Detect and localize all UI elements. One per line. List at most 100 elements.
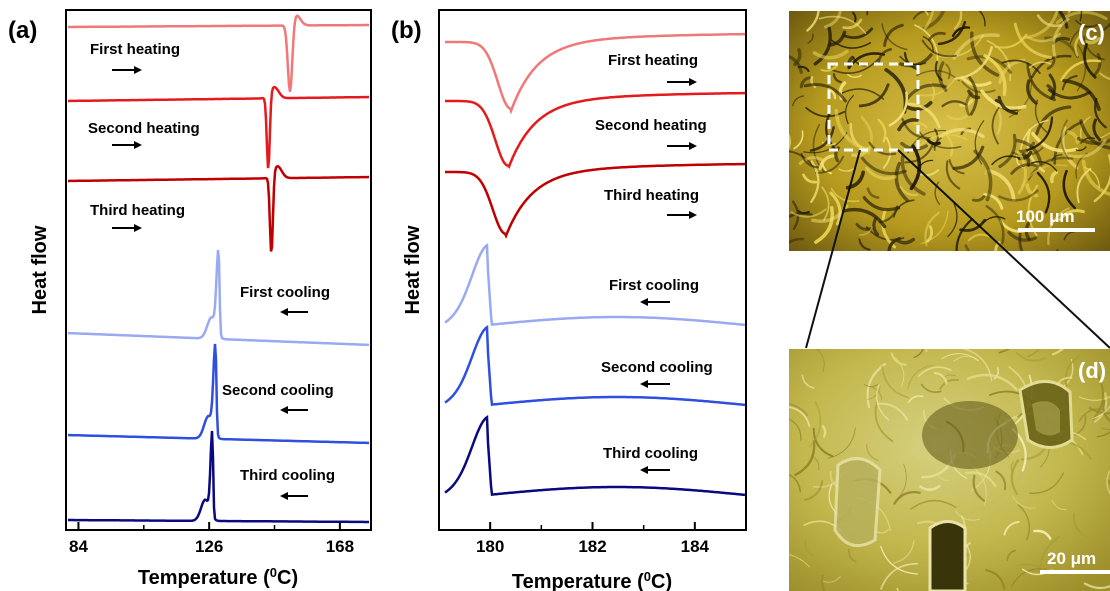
y-axis-title-a: Heat flow <box>29 225 51 314</box>
scale-text-d: 20 μm <box>1047 549 1096 568</box>
curves-b <box>444 32 746 497</box>
curve-a-third-heating <box>68 165 369 252</box>
texture-stroke <box>1016 150 1027 195</box>
texture-stroke <box>866 11 869 16</box>
texture-stroke <box>998 133 1017 169</box>
texture-stroke <box>1096 360 1110 374</box>
texture-stroke <box>1003 521 1020 536</box>
texture-stroke <box>900 141 928 151</box>
texture-stroke <box>1015 351 1046 362</box>
texture-stroke <box>962 349 993 382</box>
texture-stroke <box>1067 11 1071 14</box>
texture-stroke <box>1034 99 1048 133</box>
texture-stroke <box>997 95 1018 115</box>
curve-a-first-heating <box>68 14 369 92</box>
micrograph-d: (d) 20 μm <box>789 349 1110 591</box>
texture-stroke <box>972 474 986 502</box>
texture-stroke <box>1010 163 1040 175</box>
texture-stroke <box>860 115 873 155</box>
texture-stroke <box>842 207 887 229</box>
texture-stroke <box>919 484 941 491</box>
texture-stroke <box>800 152 820 169</box>
texture-stroke <box>1006 549 1017 562</box>
zoom-connector-right <box>897 149 1110 349</box>
texture-stroke <box>909 499 957 510</box>
texture-stroke <box>1075 146 1087 152</box>
texture-stroke <box>1051 154 1063 162</box>
texture-stroke <box>1047 207 1070 246</box>
texture-stroke <box>1027 349 1041 358</box>
texture-stroke <box>978 11 986 27</box>
texture-stroke <box>881 365 909 399</box>
texture-stroke <box>797 65 810 73</box>
texture-stroke <box>825 112 837 151</box>
plot-frame-a <box>65 9 372 531</box>
texture-stroke <box>804 539 814 557</box>
texture-stroke <box>868 141 897 156</box>
texture-stroke <box>952 33 1000 60</box>
texture-stroke <box>941 353 979 362</box>
dark-crystal-blob <box>922 401 1018 469</box>
zoom-region-box <box>827 62 920 152</box>
texture-stroke <box>1075 152 1088 179</box>
curve-a-third-cooling <box>68 430 369 524</box>
texture-stroke <box>1029 472 1065 494</box>
texture-stroke <box>809 400 822 448</box>
a-xtick-label: 126 <box>195 537 223 556</box>
texture-stroke <box>858 83 890 108</box>
texture-stroke <box>894 161 909 203</box>
texture-stroke <box>1078 408 1105 422</box>
texture-stroke <box>1017 504 1030 541</box>
texture-stroke <box>1076 44 1087 92</box>
texture-stroke <box>1092 118 1102 142</box>
crystal-facet-left <box>833 457 882 548</box>
panel-label-c: (c) <box>1078 20 1105 45</box>
texture-stroke <box>1033 529 1052 540</box>
texture-stroke <box>852 11 857 24</box>
a-label-second-heating: Second heating <box>88 120 200 137</box>
texture-stroke <box>921 39 957 58</box>
texture-stroke <box>1050 170 1058 184</box>
texture-stroke <box>807 33 814 44</box>
texture-stroke <box>1011 494 1036 509</box>
texture-stroke <box>1051 349 1065 356</box>
chart-a: (a) First heating Second heating Third hea… <box>8 9 372 589</box>
texture-stroke <box>920 383 942 393</box>
texture-stroke <box>1056 249 1059 251</box>
texture-stroke <box>987 169 1016 202</box>
texture-stroke <box>1068 139 1107 159</box>
texture-stroke <box>993 367 1000 380</box>
crystal-facet-highlight <box>1032 401 1060 436</box>
texture-stroke <box>991 155 1021 166</box>
b-label-first-cooling: First cooling <box>609 277 699 294</box>
b-label-third-heating: Third heating <box>604 187 699 204</box>
texture-stroke <box>1061 74 1078 91</box>
texture-stroke <box>1064 356 1080 388</box>
texture-stroke <box>965 91 974 117</box>
texture-stroke <box>928 31 946 41</box>
b-xtick-label: 180 <box>476 537 504 556</box>
texture-stroke <box>821 425 827 438</box>
a-label-second-cooling: Second cooling <box>222 382 334 399</box>
texture-stroke <box>1097 131 1110 140</box>
texture-stroke <box>799 76 811 89</box>
texture-stroke <box>1046 56 1056 70</box>
texture-stroke <box>847 55 855 69</box>
texture-stroke <box>955 510 981 521</box>
texture-stroke <box>801 374 815 389</box>
texture-stroke <box>945 160 961 190</box>
texture-stroke <box>933 371 948 385</box>
texture-stroke <box>823 11 842 29</box>
texture-stroke <box>1007 230 1038 242</box>
texture-stroke <box>812 49 849 60</box>
chart-b: (b) First heating Second heating Third hea… <box>391 9 747 591</box>
texture-stroke <box>893 491 921 505</box>
texture-stroke <box>880 545 919 575</box>
a-arrow-right-icon <box>134 224 142 232</box>
texture-stroke <box>895 237 915 245</box>
texture-stroke <box>1092 404 1110 420</box>
texture-stroke <box>1073 512 1089 539</box>
a-arrow-right-icon <box>134 66 142 74</box>
texture-stroke <box>1060 59 1102 82</box>
